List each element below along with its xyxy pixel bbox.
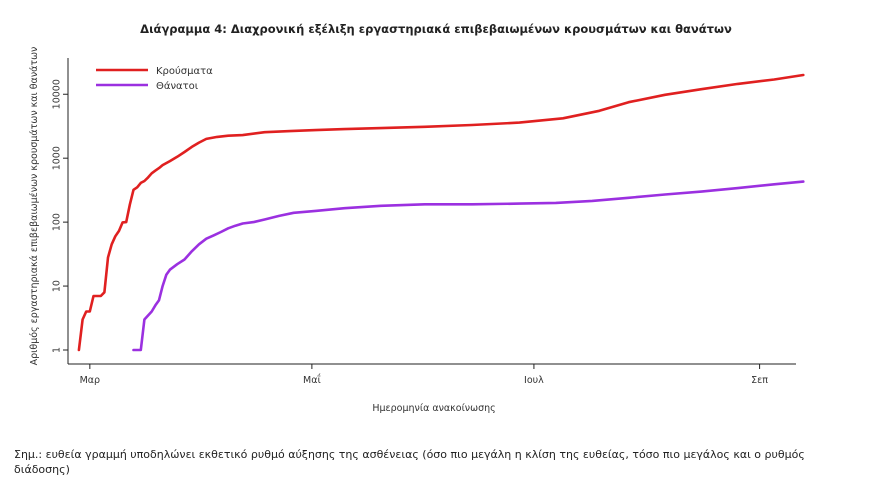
chart: Διάγραμμα 4: Διαχρονική εξέλιξη εργαστηρ…: [29, 22, 805, 414]
y-tick-label: 10000: [52, 79, 63, 109]
legend-label-deaths: Θάνατοι: [156, 80, 199, 92]
legend: Κρούσματα Θάνατοι: [96, 65, 213, 92]
y-tick-label: 1000: [52, 146, 63, 170]
y-axis-label: Αριθμός εργαστηριακά επιβεβαιωμένων κρου…: [29, 47, 40, 366]
legend-label-cases: Κρούσματα: [156, 65, 213, 77]
y-tick-label: 10: [52, 280, 63, 292]
chart-title: Διάγραμμα 4: Διαχρονική εξέλιξη εργαστηρ…: [140, 22, 732, 36]
y-tick-label: 100: [52, 213, 63, 231]
y-ticks: 1 10 100 1000 10000: [52, 79, 68, 353]
x-tick-label: Σεπ: [751, 375, 768, 386]
y-tick-label: 1: [52, 347, 63, 353]
x-tick-label: Μαΐ: [303, 374, 321, 386]
footnote: Σημ.: ευθεία γραμμή υποδηλώνει εκθετικό …: [14, 448, 805, 476]
series-line-cases: [77, 73, 805, 352]
x-tick-label: Μαρ: [80, 375, 101, 386]
series-group: [77, 73, 805, 352]
x-axis-label: Ημερομηνία ανακοίνωσης: [372, 403, 495, 414]
series-line-deaths: [132, 180, 805, 352]
x-ticks: Μαρ Μαΐ Ιουλ Σεπ: [80, 364, 768, 386]
x-tick-label: Ιουλ: [524, 375, 544, 386]
